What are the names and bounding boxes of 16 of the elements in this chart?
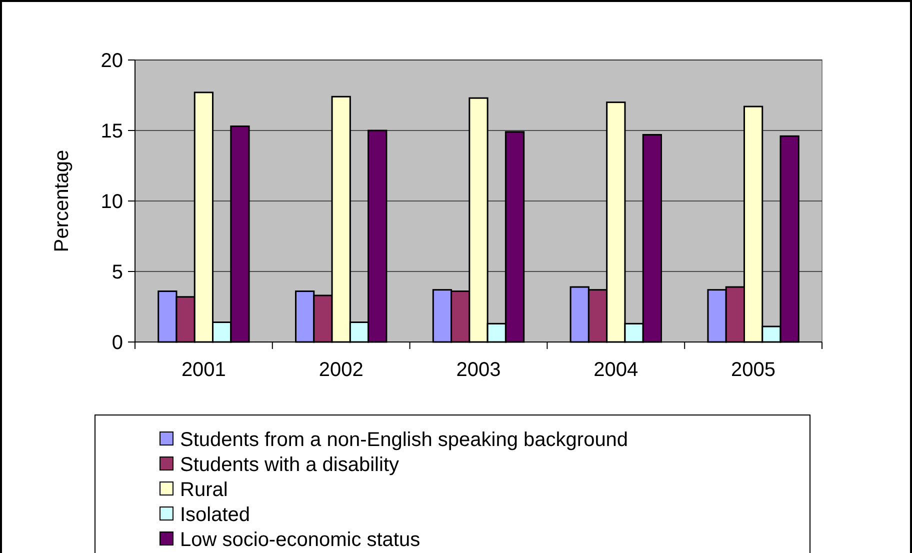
y-axis-title: Percentage	[51, 150, 73, 252]
x-tick-label: 2004	[594, 359, 638, 381]
x-tick-label: 2003	[456, 359, 501, 381]
y-tick-label: 5	[112, 262, 123, 284]
x-tick-label: 2002	[318, 359, 364, 381]
legend-label: Students with a disability	[180, 454, 400, 476]
y-tick-label: 0	[112, 332, 123, 354]
legend-label: Rural	[180, 479, 228, 501]
y-tick-label: 15	[100, 120, 123, 142]
legend-label: Isolated	[180, 504, 250, 526]
y-tick-label: 10	[100, 191, 123, 213]
y-tick-label: 20	[100, 50, 123, 72]
legend-label: Low socio-economic status	[180, 529, 420, 551]
x-tick-label: 2005	[731, 359, 776, 381]
x-tick-label: 2001	[181, 359, 226, 381]
legend-label: Students from a non-English speaking background	[180, 429, 628, 451]
